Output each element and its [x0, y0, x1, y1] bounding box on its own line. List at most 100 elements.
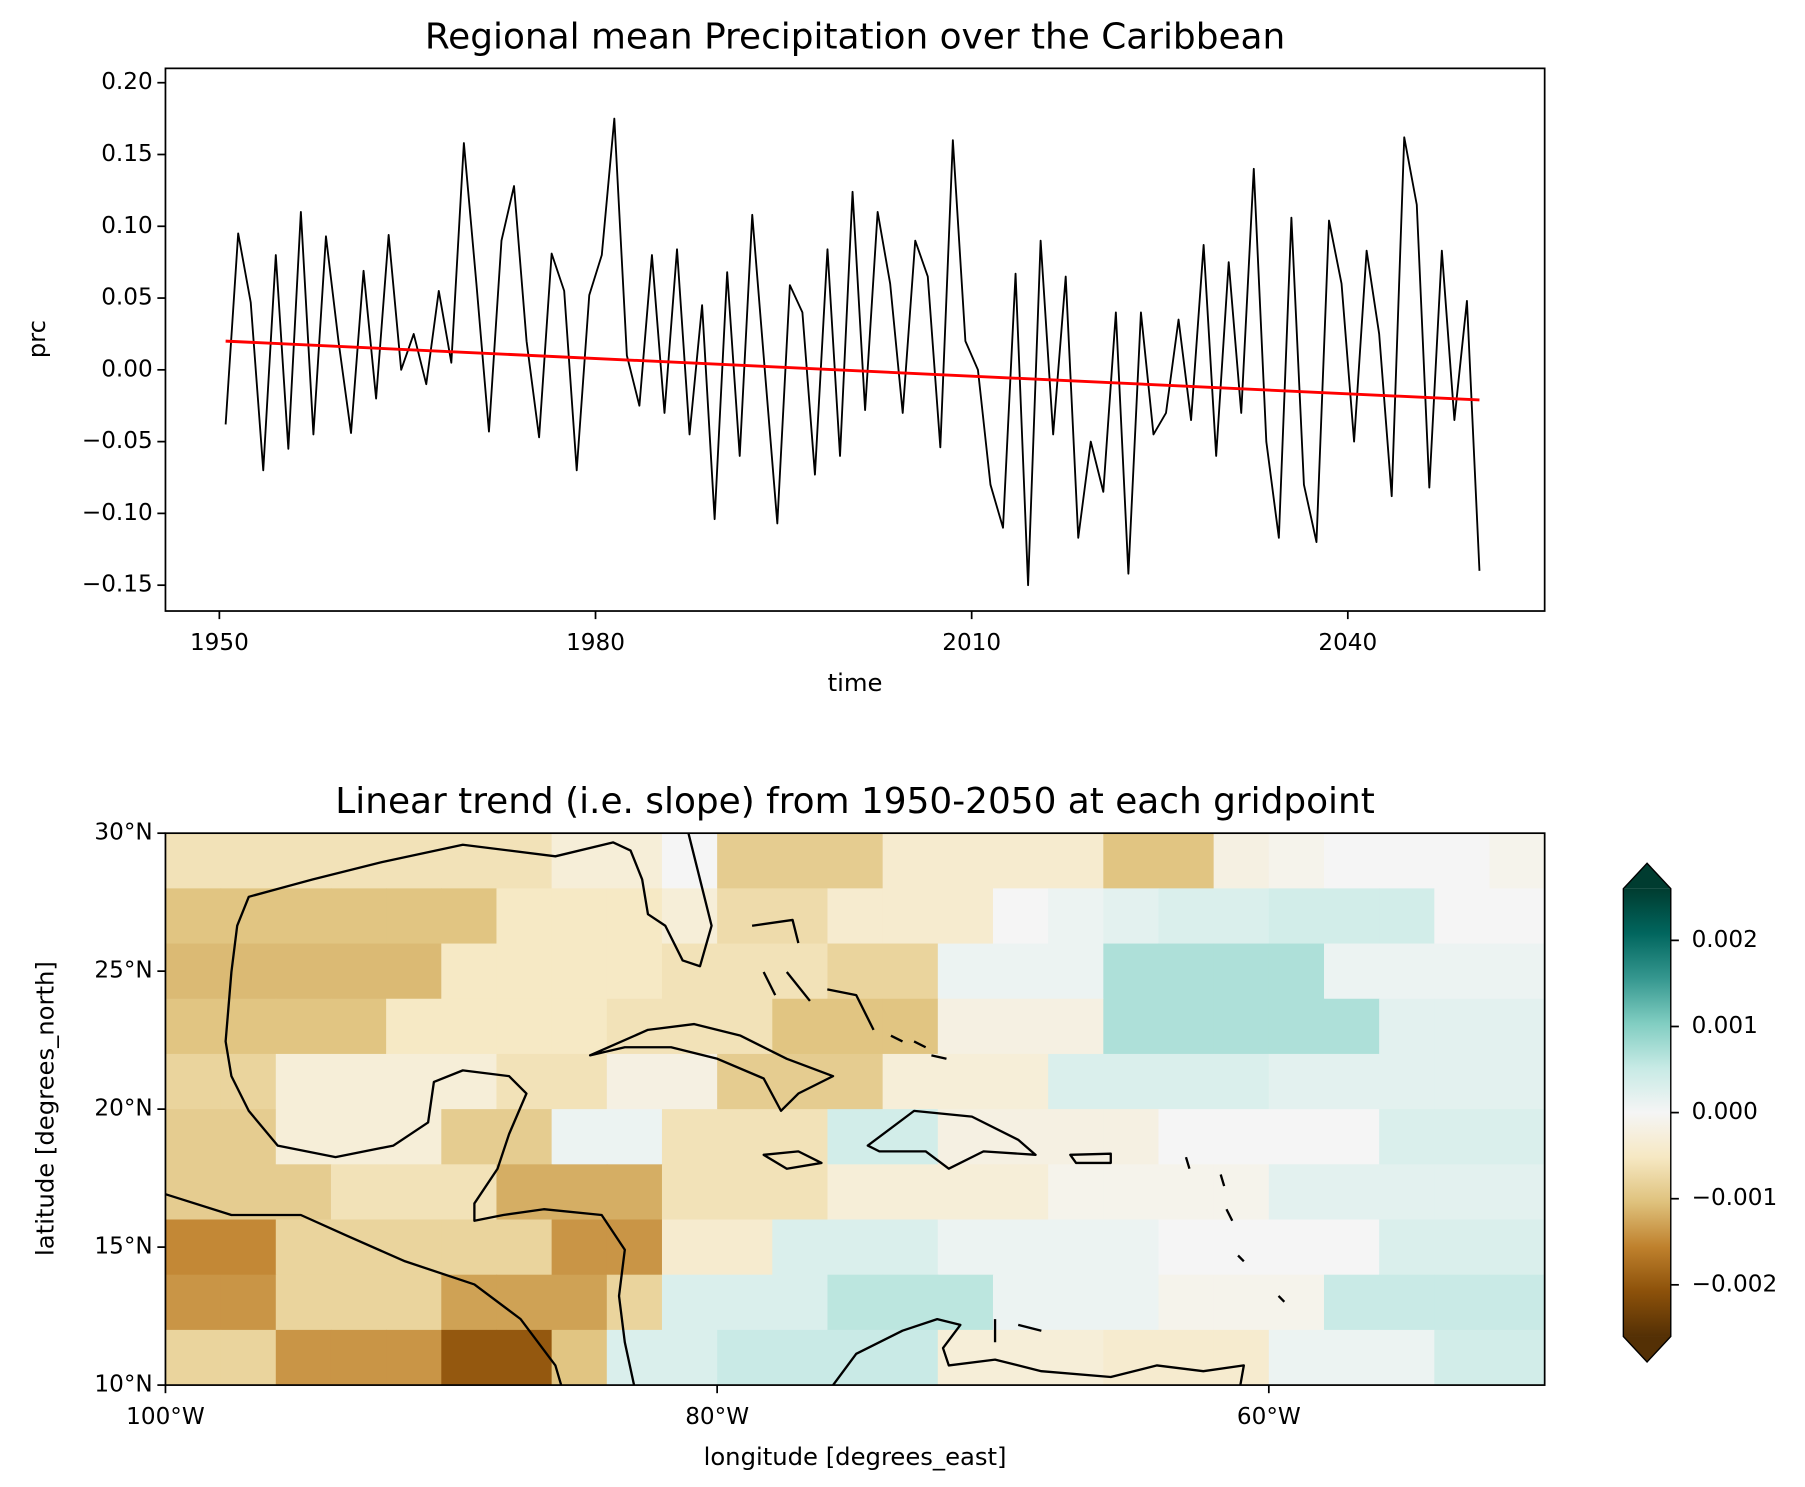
coastline	[762, 1150, 823, 1170]
grid-cell	[1103, 1274, 1160, 1331]
grid-cell	[1434, 1219, 1491, 1276]
grid-cell	[441, 1329, 498, 1386]
grid-cell	[1268, 1053, 1325, 1110]
coastline	[1069, 1152, 1112, 1165]
grid-cell	[386, 1053, 442, 1110]
grid-cell	[772, 833, 829, 889]
grid-cell	[661, 1053, 718, 1110]
grid-cell	[1268, 833, 1325, 889]
grid-cell	[1323, 833, 1380, 889]
grid-cell	[606, 1274, 663, 1331]
grid-cell	[992, 1274, 1049, 1331]
grid-cell	[1379, 1164, 1435, 1221]
grid-cell	[827, 998, 884, 1055]
grid-cell	[1158, 888, 1215, 945]
grid-cell	[551, 888, 608, 945]
series-line	[225, 339, 1480, 402]
grid-cell	[827, 1274, 884, 1331]
grid-cell	[1268, 1329, 1325, 1386]
grid-cell	[661, 1109, 718, 1165]
grid-cell	[1434, 833, 1491, 889]
grid-cell	[882, 1109, 939, 1165]
grid-cell	[937, 888, 994, 945]
grid-cell	[441, 1164, 498, 1221]
grid-cell	[1434, 1274, 1491, 1331]
grid-cell	[441, 833, 498, 889]
grid-cell	[165, 833, 222, 889]
grid-cell	[551, 1053, 608, 1110]
grid-cell	[937, 833, 994, 889]
coastline	[751, 918, 1286, 1343]
grid-cell	[1103, 1109, 1160, 1165]
y-tick-label: −0.05	[82, 428, 153, 454]
grid-cell	[606, 998, 663, 1055]
grid-cell	[1158, 1109, 1215, 1165]
x-tick-label: 2010	[942, 630, 1001, 656]
grid-cell	[1213, 833, 1270, 889]
grid-cell	[1489, 1164, 1545, 1221]
grid-cell	[992, 1219, 1049, 1276]
grid-cell	[717, 1329, 773, 1386]
grid-cell	[937, 1053, 994, 1110]
grid-cell	[1158, 1053, 1215, 1110]
grid-cell	[717, 1164, 773, 1221]
grid-cell	[992, 1164, 1049, 1221]
grid-cell	[937, 1109, 994, 1165]
grid-cell	[1103, 943, 1160, 1000]
grid-cell	[992, 1053, 1049, 1110]
grid-cell	[1268, 943, 1325, 1000]
grid-cell	[717, 833, 773, 889]
grid-cell	[386, 833, 442, 889]
grid-cell	[220, 1219, 277, 1276]
grid-cell	[330, 888, 387, 945]
grid-cell	[1213, 1164, 1270, 1221]
grid-cell	[1379, 833, 1435, 889]
grid-cell	[220, 1164, 277, 1221]
grid-cell	[220, 1329, 277, 1386]
grid-cell	[827, 1219, 884, 1276]
grid-cell	[1323, 1329, 1380, 1386]
grid-cell	[1489, 833, 1545, 889]
x-tick-label: 2040	[1318, 630, 1377, 656]
grid-cell	[165, 1053, 222, 1110]
grid-cell	[717, 888, 773, 945]
grid-cell	[1323, 1274, 1380, 1331]
coastline	[224, 833, 713, 1386]
grid-cell	[1213, 1274, 1270, 1331]
grid-cell	[717, 1274, 773, 1331]
grid-cell	[772, 1164, 829, 1221]
grid-cell	[330, 1329, 387, 1386]
grid-cell	[1158, 998, 1215, 1055]
grid-cell	[1103, 998, 1160, 1055]
x-tick-label: 100°W	[126, 1404, 205, 1430]
plot-area	[224, 117, 1481, 587]
grid-cell	[275, 833, 332, 889]
grid-cell	[606, 1329, 663, 1386]
grid-cell	[1268, 888, 1325, 945]
grid-cell	[1489, 1329, 1545, 1386]
coastline	[866, 1109, 1037, 1170]
grid-cell	[496, 1164, 553, 1221]
grid-cell	[496, 1329, 553, 1386]
y-tick-label: 0.05	[101, 285, 153, 311]
grid-cell	[165, 1329, 222, 1386]
grid-cell	[1379, 1053, 1435, 1110]
map-area	[165, 833, 1545, 1386]
grid-cell	[1213, 1109, 1270, 1165]
grid-cell	[275, 1274, 332, 1331]
grid-cell	[1323, 1164, 1380, 1221]
grid-cell	[330, 1164, 387, 1221]
coastline	[165, 1193, 563, 1386]
grid-cell	[1158, 1274, 1215, 1331]
series-line	[224, 117, 1481, 587]
grid-cell	[1323, 888, 1380, 945]
grid-cell	[386, 888, 442, 945]
grid-cell	[882, 1219, 939, 1276]
grid-cell	[1213, 1053, 1270, 1110]
grid-cell	[717, 943, 773, 1000]
grid-cell	[992, 998, 1049, 1055]
grid-cell	[496, 833, 553, 889]
grid-cell	[772, 943, 829, 1000]
grid-cell	[1434, 943, 1491, 1000]
grid-cell	[1103, 833, 1160, 889]
